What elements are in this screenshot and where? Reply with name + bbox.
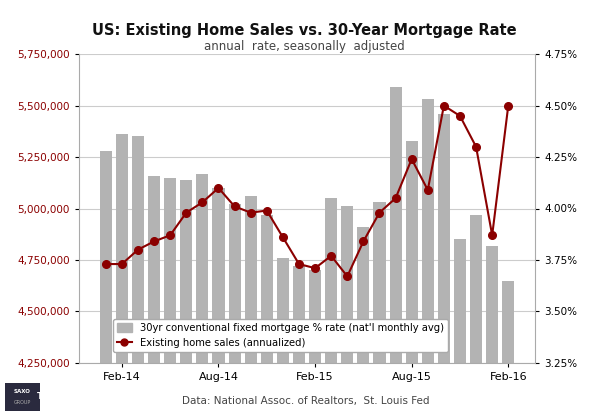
Bar — [261, 215, 273, 417]
Bar — [293, 266, 305, 417]
Bar — [116, 134, 128, 417]
Text: US: Existing Home Sales vs. 30-Year Mortgage Rate: US: Existing Home Sales vs. 30-Year Mort… — [92, 23, 516, 38]
Bar — [277, 258, 289, 417]
Bar — [229, 204, 241, 417]
Bar — [212, 188, 224, 417]
Bar — [180, 180, 192, 417]
Bar — [244, 196, 257, 417]
Bar — [309, 270, 321, 417]
Bar — [132, 136, 144, 417]
Text: annual  rate, seasonally  adjusted: annual rate, seasonally adjusted — [204, 40, 404, 53]
Text: SAXO: SAXO — [14, 389, 31, 394]
Text: TradingFloor·com: TradingFloor·com — [37, 392, 120, 401]
Bar — [100, 151, 112, 417]
Bar — [358, 227, 370, 417]
Legend: 30yr conventional fixed mortgage % rate (nat'l monthly avg), Existing home sales: 30yr conventional fixed mortgage % rate … — [113, 319, 448, 352]
Bar — [390, 87, 402, 417]
Bar — [502, 281, 514, 417]
Bar — [325, 198, 337, 417]
Bar — [438, 114, 450, 417]
Bar — [164, 178, 176, 417]
Bar — [196, 173, 209, 417]
Bar — [422, 100, 434, 417]
Bar — [373, 202, 385, 417]
Text: GROUP: GROUP — [14, 400, 31, 405]
Bar — [406, 141, 418, 417]
Bar — [148, 176, 160, 417]
FancyBboxPatch shape — [5, 383, 40, 411]
Text: Data: National Assoc. of Realtors,  St. Louis Fed: Data: National Assoc. of Realtors, St. L… — [182, 396, 430, 406]
Bar — [470, 215, 482, 417]
Bar — [341, 206, 353, 417]
Bar — [454, 239, 466, 417]
Bar — [486, 246, 498, 417]
